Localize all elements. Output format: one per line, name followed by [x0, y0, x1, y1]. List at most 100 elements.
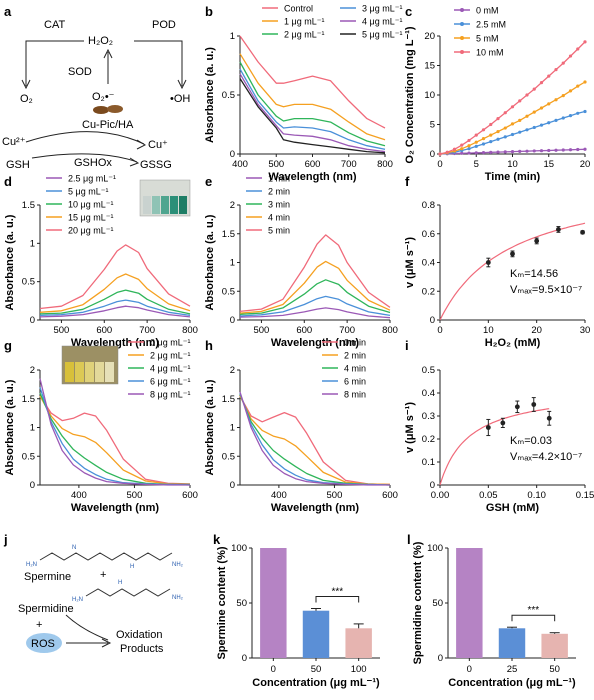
- series-line-1: [239, 295, 391, 317]
- products-label-line1: Oxidation: [116, 629, 162, 641]
- gsh-label: GSH: [6, 159, 30, 171]
- x-tick-label: 50: [549, 664, 560, 675]
- series-line-3: [439, 41, 586, 155]
- cuvette-1: [65, 362, 74, 382]
- plus-sign: +: [100, 569, 106, 581]
- series-line-4: [239, 391, 390, 486]
- data-point: [576, 47, 580, 51]
- catalyst-label: Cu-Pic/HA: [82, 119, 134, 131]
- y-tick-label: 0.5: [222, 451, 235, 462]
- panel-letter: d: [4, 174, 12, 189]
- data-point: [474, 144, 478, 148]
- series-line-0: [239, 307, 391, 319]
- sod-arrowhead: [103, 48, 113, 59]
- x-tick-label: 0.10: [527, 490, 546, 501]
- data-point: [460, 151, 464, 155]
- km-annotation: Kₘ=0.03: [510, 435, 552, 447]
- data-point: [583, 80, 587, 84]
- cuvette-2: [75, 362, 84, 382]
- spermine-h2n-label: H₂N: [26, 562, 37, 568]
- panel-e-chart: e 500 600 700 800 0 0.5 1 1.5 2 Wavelength (nm) Abs…: [204, 174, 398, 350]
- panel-letter: l: [407, 532, 411, 547]
- data-point: [496, 129, 500, 134]
- data-point: [580, 229, 585, 235]
- x-tick-label: 500: [327, 490, 343, 501]
- y-tick-label: 2: [30, 365, 35, 376]
- panel-i-chart: i 0.00 0.05 0.10 0.15 0 0.1 0.2 0.3 0.4 0.5 GSH (mM…: [404, 338, 594, 514]
- legend-label: 20 μg mL⁻¹: [68, 226, 113, 236]
- y-tick-label: 0.6: [422, 229, 435, 240]
- x-axis-title: Wavelength (nm): [268, 171, 357, 183]
- series-line-4: [39, 244, 191, 310]
- y-tick-label: 0: [242, 653, 247, 664]
- x-tick-label: 10: [507, 159, 518, 170]
- o2-label: O₂: [20, 93, 33, 105]
- data-point: [583, 109, 587, 114]
- panel-letter: i: [405, 338, 409, 353]
- cuvette-5: [179, 196, 187, 214]
- series-line-0: [39, 305, 191, 318]
- pod-label: POD: [152, 19, 176, 31]
- y-tick-label: 2: [230, 200, 235, 211]
- copper-arrowhead: [136, 139, 147, 150]
- legend-label: 0 min: [344, 338, 366, 348]
- data-point: [556, 227, 561, 232]
- x-tick-label: 600: [182, 490, 198, 501]
- series-line-1: [239, 395, 391, 486]
- series-line-5: [239, 78, 386, 154]
- x-tick-label: 600: [96, 325, 112, 336]
- y-tick-label: 0.1: [422, 457, 435, 468]
- panel-b-chart: b 400 500 600 700 800 0 0.5 1 Wavelength (nm) Abso…: [204, 4, 402, 184]
- cuvette-1: [143, 196, 151, 214]
- spermine-skeleton: [39, 552, 173, 561]
- legend-label: 3 μg mL⁻¹: [362, 4, 402, 14]
- x-tick-label: 5: [474, 159, 479, 170]
- data-point: [568, 114, 573, 118]
- cu2-label: Cu²⁺: [2, 136, 26, 148]
- legend-label: 8 μg mL⁻¹: [150, 390, 190, 400]
- data-point: [438, 152, 442, 156]
- data-point: [474, 133, 478, 137]
- x-tick-label: 0.05: [479, 490, 498, 501]
- spermine-nh-label: N: [72, 545, 76, 551]
- y-tick-label: 0.5: [222, 90, 235, 101]
- legend-label: 3 min: [268, 200, 290, 210]
- y-tick-label: 0: [430, 480, 435, 491]
- panel-a-letter: a: [4, 4, 12, 19]
- data-point: [539, 106, 544, 110]
- gshox-label: GSHOx: [74, 157, 112, 169]
- legend-label: 2 μg mL⁻¹: [284, 30, 324, 40]
- y-tick-label: 0: [30, 480, 35, 491]
- data-point: [510, 122, 515, 126]
- x-tick-label: 500: [253, 325, 269, 336]
- x-tick-label: 400: [271, 490, 287, 501]
- data-point: [460, 143, 464, 147]
- x-tick-label: 600: [305, 159, 321, 170]
- series-line-2: [239, 393, 391, 486]
- legend-label: 4 min: [268, 213, 290, 223]
- significance-label: ***: [331, 587, 343, 598]
- y-axis-title: Absorbance (a. u.): [204, 214, 216, 310]
- data-point: [525, 93, 529, 97]
- data-point: [547, 148, 551, 153]
- panel-k-chart: k 0 50 100 0 50 100 *** Concentration (μg mL⁻¹) S…: [213, 532, 380, 689]
- data-point: [460, 147, 464, 151]
- y-tick-label: 50: [236, 598, 247, 609]
- panel-l-chart: l 0 50 100 0 25 50 *** Concentration (μg mL⁻¹) Sp…: [407, 532, 576, 689]
- y-tick-label: 1: [230, 31, 235, 42]
- hydroxyl-radical-label: •OH: [170, 93, 190, 105]
- y-axis-title: Absorbance (a. u.): [4, 379, 16, 475]
- catalyst-particle-icon: [93, 106, 109, 114]
- data-point: [531, 402, 537, 407]
- data-point: [539, 81, 544, 85]
- legend-label: 10 μg mL⁻¹: [68, 200, 113, 210]
- y-tick-label: 0: [430, 315, 435, 326]
- data-point: [576, 84, 580, 88]
- data-point: [489, 133, 493, 137]
- reaction-arrowhead: [101, 638, 112, 648]
- bar: [498, 628, 526, 658]
- legend-label: 0 mM: [476, 6, 499, 16]
- y-axis-title: Absorbance (a. u.): [204, 379, 216, 475]
- data-point: [500, 420, 506, 426]
